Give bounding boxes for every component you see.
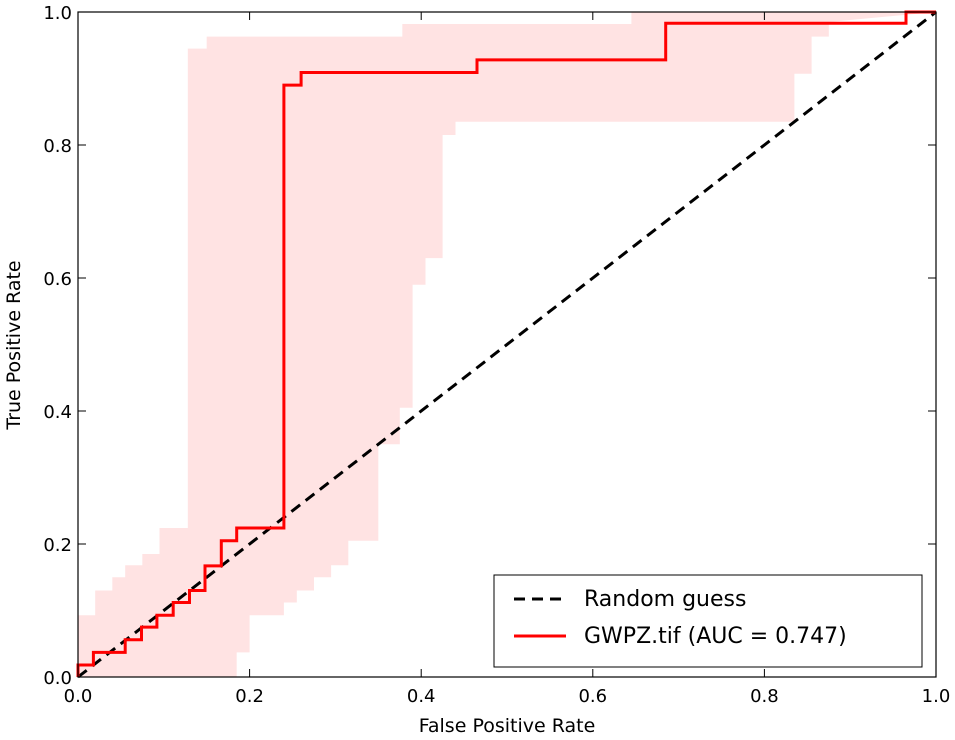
y-tick-label: 0.2	[43, 535, 72, 556]
legend-random-guess-label: Random guess	[584, 587, 746, 612]
plot-frame	[77, 11, 937, 678]
roc-curve-line	[76, 10, 936, 677]
y-tick-label: 1.0	[43, 3, 72, 24]
y-tick-label: 0.4	[43, 402, 72, 423]
x-tick-label: 0.2	[235, 686, 264, 707]
legend-box	[493, 574, 923, 668]
y-tick-label: 0.8	[43, 136, 72, 157]
x-axis-label: False Positive Rate	[419, 715, 596, 737]
x-tick-label: 0.6	[578, 686, 607, 707]
x-tick-label: 1.0	[922, 686, 951, 707]
y-tick-label: 0.6	[43, 269, 72, 290]
legend-roc-label: GWPZ.tif (AUC = 0.747)	[584, 624, 847, 649]
y-tick-label: 0.0	[43, 668, 72, 689]
legend: Random guess GWPZ.tif (AUC = 0.747)	[493, 574, 923, 668]
x-tick-label: 0.4	[407, 686, 436, 707]
x-tick-label: 0.8	[750, 686, 779, 707]
y-axis-label: True Positive Rate	[3, 260, 25, 430]
x-tick-label: 0.0	[64, 686, 93, 707]
